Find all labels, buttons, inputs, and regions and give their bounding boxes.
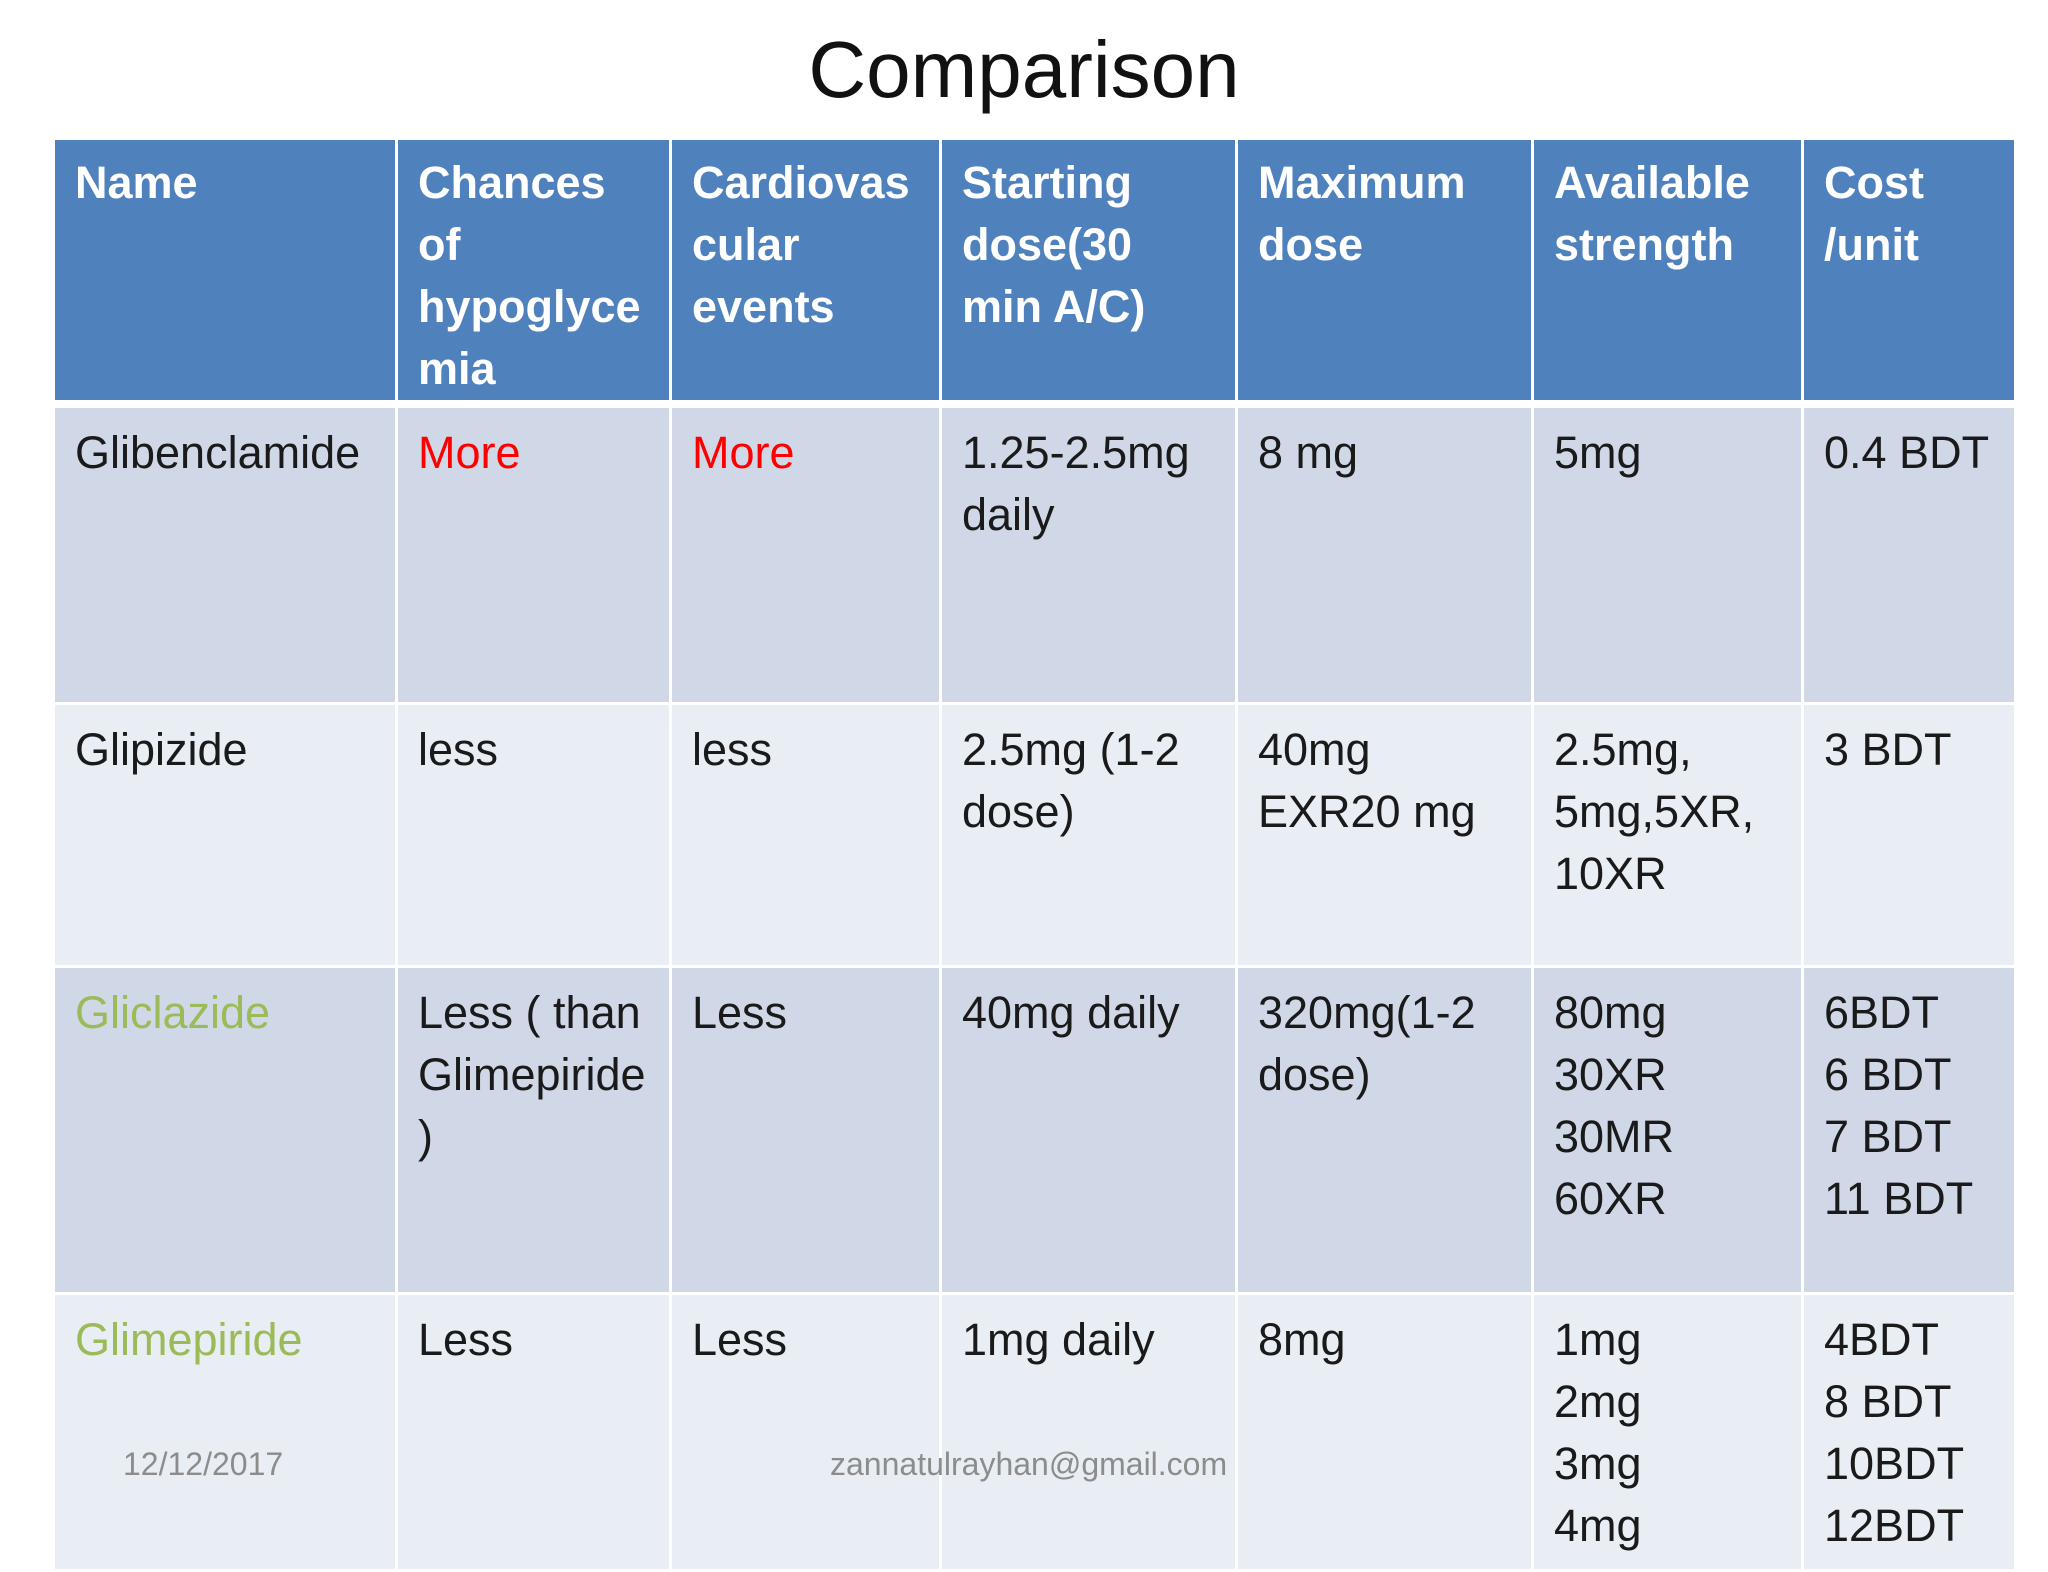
cell-name: Glimepiride: [52, 1292, 398, 1572]
cell-name: Glipizide: [52, 702, 398, 968]
slide-title: Comparison: [808, 25, 1240, 114]
cell-hypoglycemia: More: [395, 402, 672, 705]
footer-email: zannatulrayhan@gmail.com: [830, 1446, 1228, 1482]
table-row: Glipizide less less 2.5mg (1-2 dose) 40m…: [52, 702, 2017, 968]
cell-name: Gliclazide: [52, 965, 398, 1295]
cell-cost: 6BDT 6 BDT 7 BDT 11 BDT: [1801, 965, 2017, 1295]
cell-maximum-dose: 320mg(1-2 dose): [1235, 965, 1534, 1295]
cell-hypoglycemia: Less: [395, 1292, 672, 1572]
header-available-strength: Available strength: [1531, 137, 1804, 408]
cell-cardiovascular: More: [669, 402, 942, 705]
cell-available-strength: 80mg 30XR 30MR 60XR: [1531, 965, 1804, 1295]
table-header-row: Name Chances of hypoglycemia Cardiovascu…: [52, 137, 2017, 408]
header-hypoglycemia: Chances of hypoglycemia: [395, 137, 672, 408]
cell-starting-dose: 40mg daily: [939, 965, 1238, 1295]
cell-available-strength: 1mg 2mg 3mg 4mg: [1531, 1292, 1804, 1572]
cell-cost: 3 BDT: [1801, 702, 2017, 968]
cell-starting-dose: 2.5mg (1-2 dose): [939, 702, 1238, 968]
cell-hypoglycemia: less: [395, 702, 672, 968]
header-name: Name: [52, 137, 398, 408]
table-row: Glimepiride Less Less 1mg daily 8mg 1mg …: [52, 1292, 2017, 1572]
cell-cost: 0.4 BDT: [1801, 402, 2017, 705]
cell-maximum-dose: 40mg EXR20 mg: [1235, 702, 1534, 968]
cell-name: Glibenclamide: [52, 402, 398, 705]
cell-available-strength: 5mg: [1531, 402, 1804, 705]
cell-starting-dose: 1.25-2.5mg daily: [939, 402, 1238, 705]
header-cardiovascular: Cardiovascular events: [669, 137, 942, 408]
header-cost: Cost /unit: [1801, 137, 2017, 408]
cell-cardiovascular: less: [669, 702, 942, 968]
table-row: Gliclazide Less ( than Glimepiride) Less…: [52, 965, 2017, 1295]
cell-cardiovascular: Less: [669, 1292, 942, 1572]
cell-maximum-dose: 8 mg: [1235, 402, 1534, 705]
header-starting-dose: Starting dose(30 min A/C): [939, 137, 1238, 408]
footer-date: 12/12/2017: [123, 1446, 284, 1482]
table-row: Glibenclamide More More 1.25-2.5mg daily…: [52, 402, 2017, 705]
cell-cost: 4BDT 8 BDT 10BDT 12BDT: [1801, 1292, 2017, 1572]
cell-starting-dose: 1mg daily: [939, 1292, 1238, 1572]
cell-hypoglycemia: Less ( than Glimepiride): [395, 965, 672, 1295]
cell-maximum-dose: 8mg: [1235, 1292, 1534, 1572]
comparison-table: Name Chances of hypoglycemia Cardiovascu…: [52, 137, 2017, 1572]
cell-available-strength: 2.5mg, 5mg,5XR, 10XR: [1531, 702, 1804, 968]
cell-cardiovascular: Less: [669, 965, 942, 1295]
header-maximum-dose: Maximum dose: [1235, 137, 1534, 408]
